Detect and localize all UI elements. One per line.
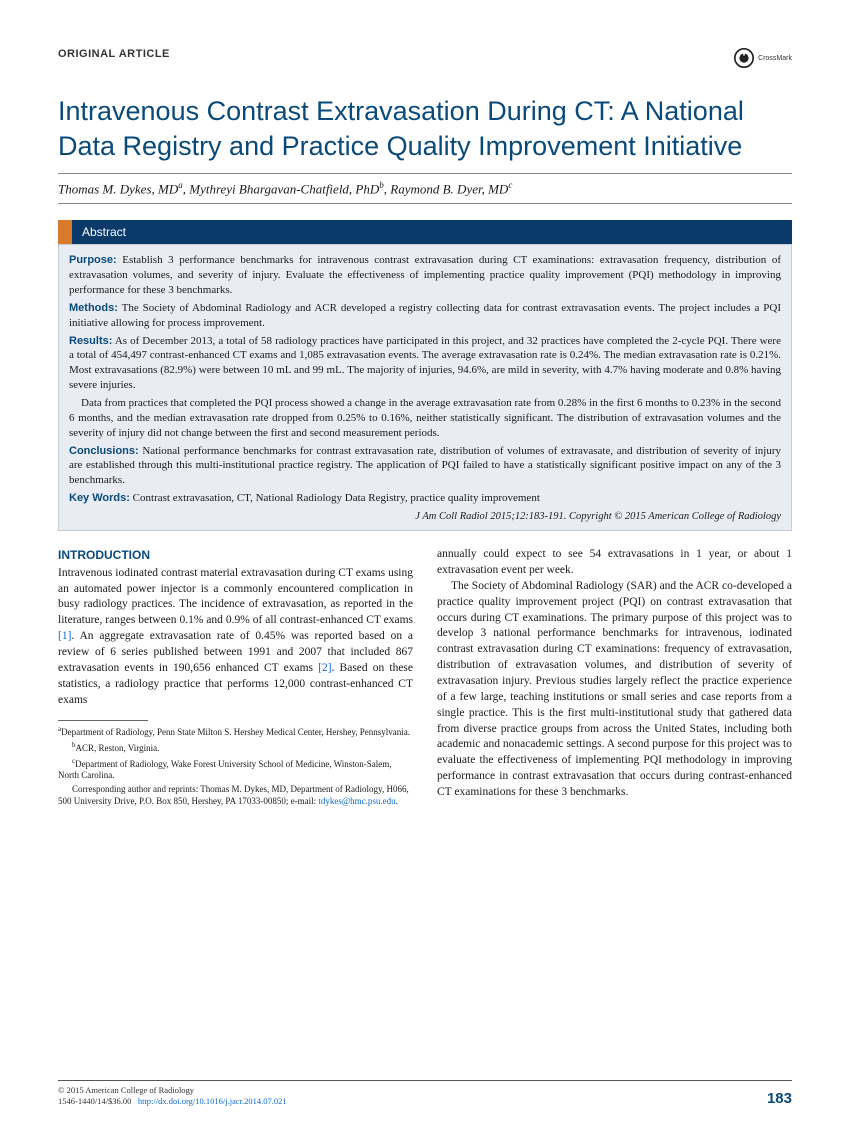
page-header: ORIGINAL ARTICLE CrossMark [58,48,792,68]
crossmark-badge[interactable]: CrossMark [734,48,792,68]
intro-continuation: annually could expect to see 54 extravas… [437,547,792,579]
affiliation-rule [58,720,148,721]
footer-meta: © 2015 American College of Radiology 154… [58,1085,287,1107]
crossmark-label: CrossMark [758,55,792,62]
abstract-header: Abstract [58,220,792,244]
reference-link-1[interactable]: [1] [58,630,71,642]
abstract-results-1: Results: As of December 2013, a total of… [69,334,781,393]
methods-label: Methods: [69,302,118,314]
left-column: INTRODUCTION Intravenous iodinated contr… [58,547,413,809]
article-title: Intravenous Contrast Extravasation Durin… [58,94,792,163]
keywords-label: Key Words: [69,492,130,504]
page-number: 183 [767,1090,792,1107]
abstract-keywords: Key Words: Contrast extravasation, CT, N… [69,491,781,506]
abstract-results-2: Data from practices that completed the P… [69,396,781,441]
conclusions-text: National performance benchmarks for cont… [69,445,781,487]
article-page: ORIGINAL ARTICLE CrossMark Intravenous C… [0,0,850,850]
article-type-label: ORIGINAL ARTICLE [58,48,170,60]
intro-paragraph-left: Intravenous iodinated contrast material … [58,566,413,709]
footer-issn-doi: 1546-1440/14/$36.00 http://dx.doi.org/10… [58,1096,287,1107]
affiliations-block: aDepartment of Radiology, Penn State Mil… [58,725,413,807]
page-footer: © 2015 American College of Radiology 154… [58,1080,792,1107]
methods-text: The Society of Abdominal Radiology and A… [69,302,781,329]
conclusions-label: Conclusions: [69,445,139,457]
abstract-conclusions: Conclusions: National performance benchm… [69,444,781,489]
intro-paragraph-2: The Society of Abdominal Radiology (SAR)… [437,579,792,801]
abstract-citation: J Am Coll Radiol 2015;12:183-191. Copyri… [69,510,781,524]
crossmark-icon [734,48,754,68]
affiliation-a: aDepartment of Radiology, Penn State Mil… [58,725,413,739]
affiliation-c: cDepartment of Radiology, Wake Forest Un… [58,757,413,782]
purpose-label: Purpose: [69,254,117,266]
doi-link[interactable]: http://dx.doi.org/10.1016/j.jacr.2014.07… [138,1096,287,1106]
introduction-heading: INTRODUCTION [58,547,413,564]
reference-link-2[interactable]: [2] [318,662,331,674]
keywords-text: Contrast extravasation, CT, National Rad… [133,492,540,504]
author-list: Thomas M. Dykes, MDa, Mythreyi Bhargavan… [58,173,792,204]
affiliation-b: bACR, Reston, Virginia. [58,741,413,755]
right-column: annually could expect to see 54 extravas… [437,547,792,809]
corresponding-email[interactable]: tdykes@hmc.psu.edu [318,796,395,806]
abstract-methods: Methods: The Society of Abdominal Radiol… [69,301,781,331]
results-label: Results: [69,335,112,347]
footer-copyright: © 2015 American College of Radiology [58,1085,287,1096]
intro-text-1a: Intravenous iodinated contrast material … [58,567,413,627]
body-columns: INTRODUCTION Intravenous iodinated contr… [58,547,792,809]
results-text-1: As of December 2013, a total of 58 radio… [69,335,781,392]
abstract-purpose: Purpose: Establish 3 performance benchma… [69,253,781,298]
abstract-box: Purpose: Establish 3 performance benchma… [58,244,792,531]
purpose-text: Establish 3 performance benchmarks for i… [69,254,781,296]
corresponding-author: Corresponding author and reprints: Thoma… [58,784,413,807]
